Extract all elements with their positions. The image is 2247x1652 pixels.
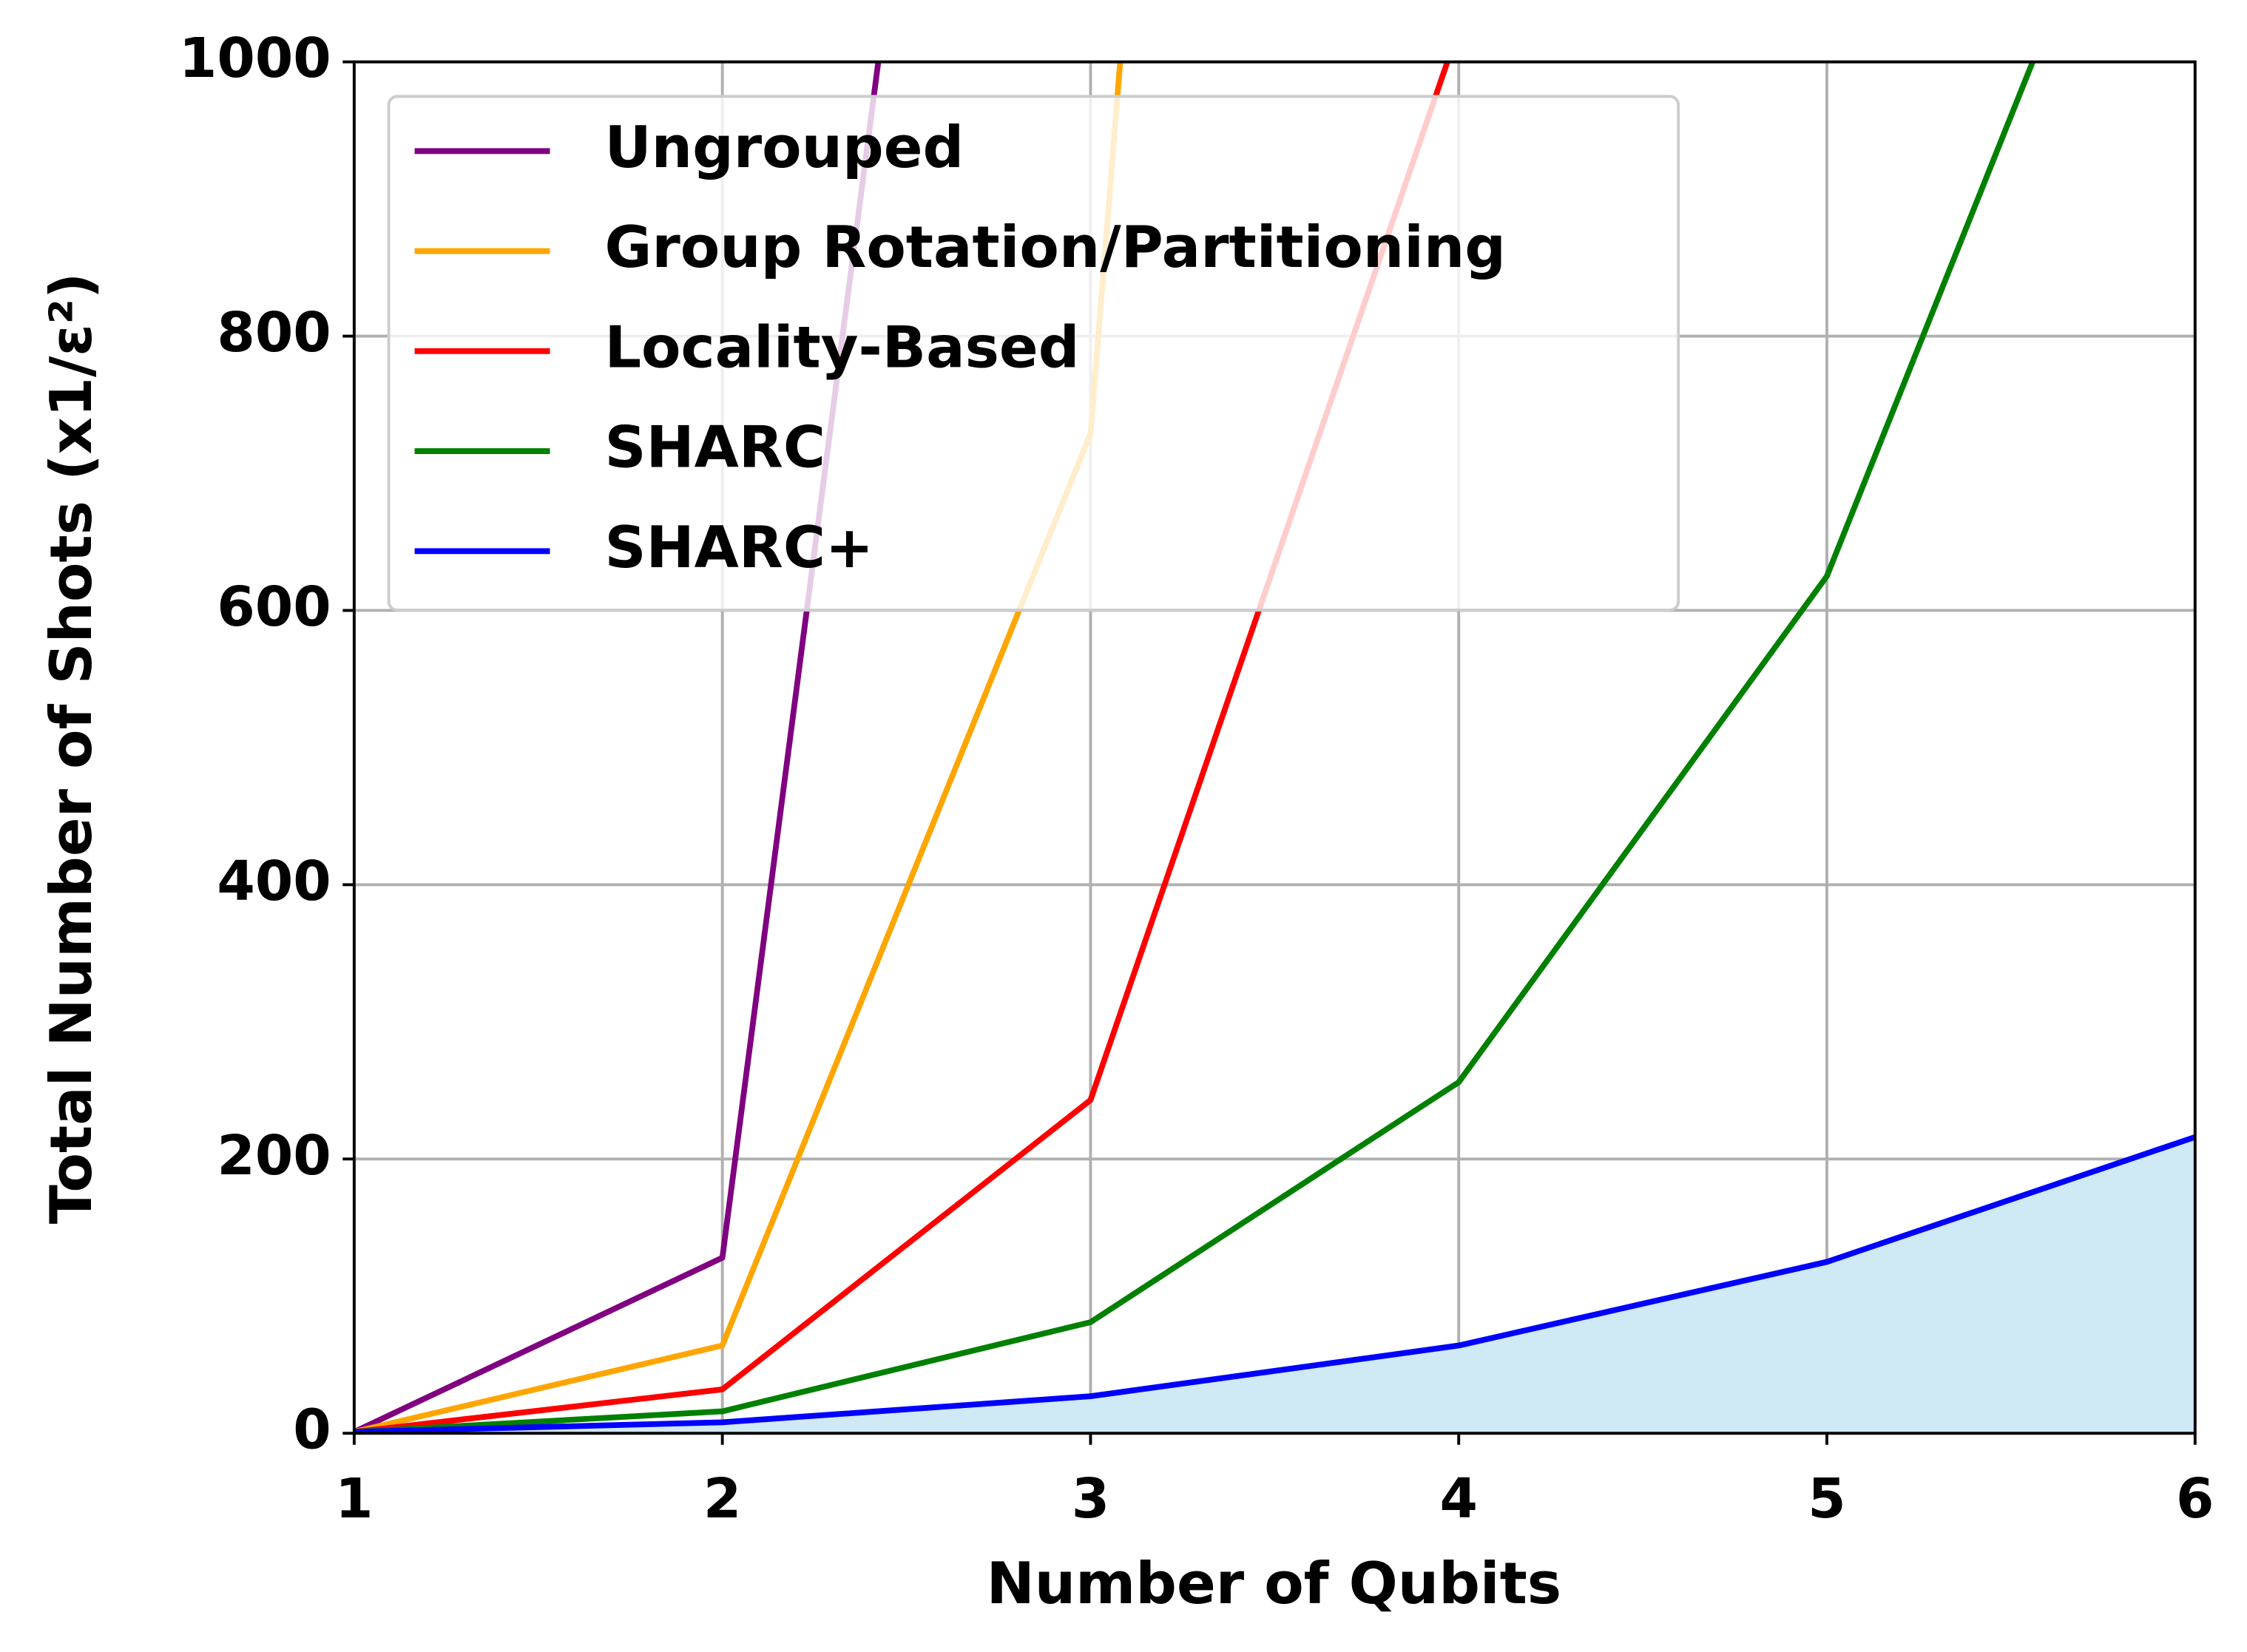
y-tick-label: 0 xyxy=(293,1398,331,1462)
legend-label: SHARC+ xyxy=(604,515,874,581)
series-line xyxy=(354,61,882,1434)
legend: Ungrouped Group Rotation/Partitioning Loca… xyxy=(387,95,1680,612)
series-line xyxy=(354,61,1124,1434)
y-tick-label: 600 xyxy=(217,575,331,639)
x-axis-label: Number of Qubits xyxy=(987,1551,1562,1617)
x-tick-label: 2 xyxy=(703,1467,741,1531)
legend-label: Locality-Based xyxy=(604,314,1079,381)
series-line xyxy=(354,61,2036,1434)
y-tick-label: 400 xyxy=(217,850,331,913)
y-axis-label: Total Number of Shots (x1/ε²) xyxy=(38,273,105,1225)
axes-frame xyxy=(352,60,2197,1435)
legend-box xyxy=(387,95,1680,612)
x-tick-label: 1 xyxy=(335,1467,373,1531)
legend-label: SHARC xyxy=(604,415,825,481)
x-tick-label: 5 xyxy=(1808,1467,1845,1531)
x-tick-label: 4 xyxy=(1439,1467,1477,1531)
y-tick-label: 200 xyxy=(217,1124,331,1188)
area-fill xyxy=(354,1137,2195,1434)
legend-label: Group Rotation/Partitioning xyxy=(604,214,1506,281)
y-tick-label: 1000 xyxy=(179,27,331,90)
axes: 1 2 3 4 5 6 0 200 400 600 800 1000 xyxy=(179,27,2214,1531)
x-tick-label: 3 xyxy=(1072,1467,1109,1531)
y-tick-label: 800 xyxy=(217,301,331,365)
x-tick-label: 6 xyxy=(2176,1467,2214,1531)
series-line xyxy=(354,1134,2195,1434)
legend-label: Ungrouped xyxy=(604,115,964,181)
